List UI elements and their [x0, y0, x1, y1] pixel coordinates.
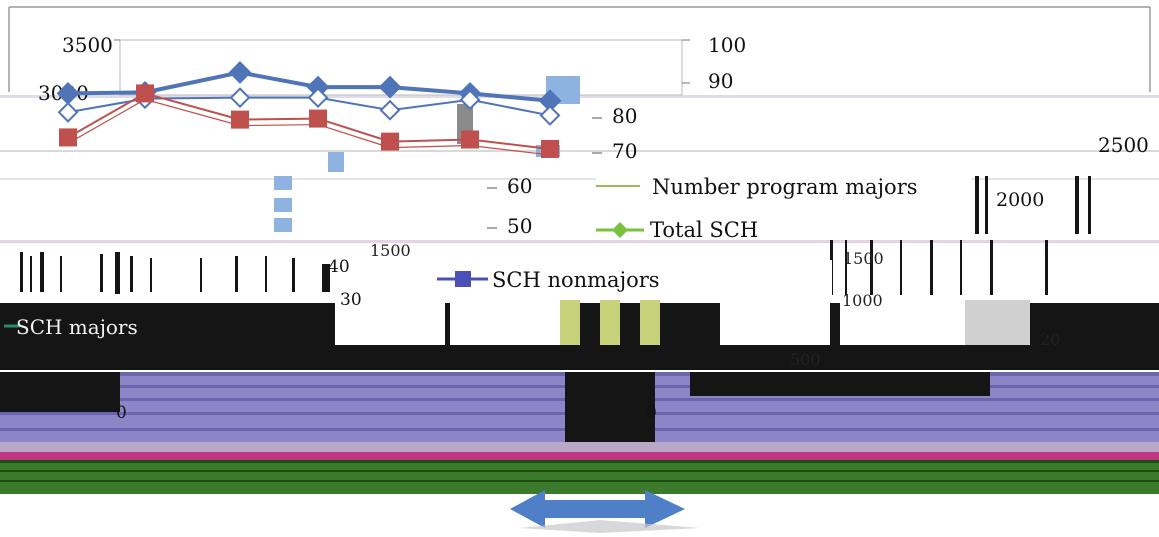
data-point [461, 130, 479, 149]
y-far-right-tick: 2500 [1098, 133, 1149, 157]
y-far-right-tick: 1000 [842, 291, 883, 310]
legend-marker-square [455, 271, 471, 287]
small-right-tick: 20 [1040, 330, 1060, 349]
data-point [541, 139, 559, 158]
y-right-tick: 100 [708, 33, 746, 57]
y-right-tick: 80 [612, 104, 637, 128]
y-far-right-tick: 500 [790, 350, 821, 369]
y-axis-far-right: 2500 2000 1500 1000 500 0 1500 0 20 [116, 133, 1149, 423]
double-arrow-icon [510, 490, 700, 533]
data-point [57, 101, 79, 123]
legend-label: Number program majors [652, 175, 918, 199]
y-right-tick: 70 [612, 139, 637, 163]
y-axis-right: 100 90 80 70 60 50 40 30 [328, 33, 746, 310]
y-right-tick: 30 [340, 290, 362, 310]
data-point [136, 84, 154, 103]
y-right-tick: 90 [708, 69, 733, 93]
legend-marker-diamond [612, 222, 628, 238]
lower-left-tick: 0 [116, 403, 127, 423]
data-point [231, 110, 249, 129]
data-point [539, 105, 561, 126]
data-point [381, 132, 399, 151]
data-point [59, 128, 77, 147]
data-point [309, 109, 327, 128]
data-point [228, 61, 252, 84]
y-right-tick: 50 [507, 214, 532, 238]
data-point [229, 87, 251, 109]
data-point [379, 99, 401, 121]
legend-label: Total SCH [650, 218, 758, 242]
y-far-right-tick: 0 [646, 403, 657, 423]
y-right-tick: 60 [507, 174, 532, 198]
data-point [378, 75, 402, 99]
render-artifacts [0, 76, 1159, 537]
lower-left-tick: 1500 [370, 241, 411, 260]
y-left-tick: 3500 [62, 33, 113, 57]
legend-label: SCH majors [16, 315, 138, 339]
data-point [459, 89, 481, 111]
legend-label: SCH nonmajors [492, 268, 660, 292]
y-far-right-tick: 2000 [996, 189, 1044, 211]
y-far-right-tick: 1500 [843, 249, 884, 268]
legend: Number program majors Total SCH SCH nonm… [4, 172, 971, 339]
y-right-tick: 40 [328, 257, 350, 277]
series-layer [56, 61, 562, 158]
data-point [307, 87, 329, 109]
